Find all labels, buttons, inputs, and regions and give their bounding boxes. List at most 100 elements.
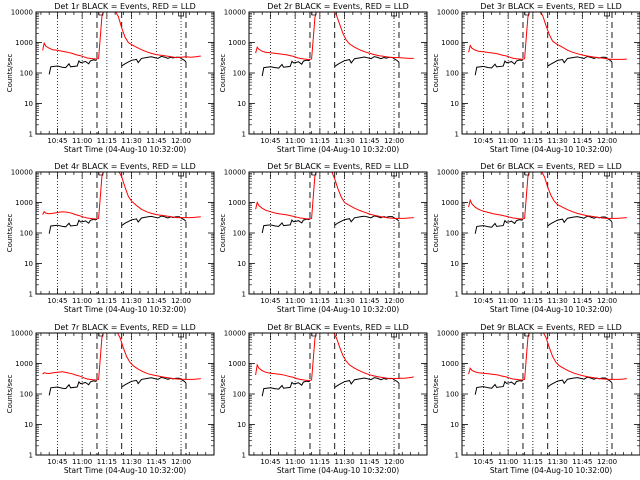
x-tick-label: 11:00 bbox=[72, 297, 92, 305]
series-line-events bbox=[261, 380, 311, 397]
x-axis-label: Start Time (04-Aug-10 10:32:00) bbox=[490, 305, 612, 314]
y-tick-label: 1 bbox=[242, 452, 246, 460]
y-tick-label: 1000 bbox=[15, 39, 33, 47]
x-tick-label: 12:00 bbox=[384, 458, 404, 466]
x-tick-label: 11:45 bbox=[359, 458, 379, 466]
series-line-events bbox=[180, 378, 187, 384]
y-tick-label: 1 bbox=[455, 452, 459, 460]
x-tick-label: 11:15 bbox=[523, 137, 543, 145]
x-tick-label: 10:45 bbox=[260, 137, 280, 145]
plot-area bbox=[255, 172, 414, 234]
x-tick-label: 11:00 bbox=[285, 137, 305, 145]
series-line-events bbox=[474, 59, 524, 76]
y-tick-label: 100 bbox=[20, 391, 33, 399]
x-tick-label: 11:30 bbox=[121, 297, 141, 305]
x-axis-label: Start Time (04-Aug-10 10:32:00) bbox=[490, 466, 612, 475]
detector-panel-2: Det 2r BLACK = Events, RED = LLD 1 10 100 10… bbox=[219, 2, 428, 154]
y-tick-label: 100 bbox=[233, 70, 246, 78]
detector-panel-1: Det 1r BLACK = Events, RED = LLD 1 10 100 10… bbox=[6, 2, 215, 154]
x-tick-label: 10:45 bbox=[47, 297, 67, 305]
x-tick-label: 11:15 bbox=[97, 458, 117, 466]
series-line-events bbox=[180, 57, 187, 63]
y-tick-label: 10 bbox=[24, 421, 33, 429]
series-line-events bbox=[121, 55, 182, 67]
x-tick-label: 12:00 bbox=[171, 458, 191, 466]
y-tick-label: 10000 bbox=[11, 330, 33, 338]
y-axis-label: Counts/sec bbox=[6, 375, 14, 414]
y-tick-label: 10000 bbox=[224, 9, 246, 17]
x-tick-label: 11:45 bbox=[359, 297, 379, 305]
y-axis-label: Counts/sec bbox=[432, 375, 440, 414]
y-tick-label: 10 bbox=[237, 421, 246, 429]
panel-title: Det 2r BLACK = Events, RED = LLD bbox=[267, 2, 409, 11]
plot-area bbox=[42, 333, 201, 396]
y-tick-label: 1 bbox=[29, 131, 33, 139]
x-tick-label: 11:15 bbox=[310, 137, 330, 145]
x-tick-label: 10:45 bbox=[47, 458, 67, 466]
plot-frame bbox=[35, 171, 215, 295]
x-tick-label: 12:00 bbox=[597, 297, 617, 305]
y-tick-label: 1 bbox=[455, 291, 459, 299]
series-line-events bbox=[48, 59, 98, 75]
y-tick-label: 10 bbox=[450, 100, 459, 108]
panel-title: Det 3r BLACK = Events, RED = LLD bbox=[480, 2, 622, 11]
y-axis-label: Counts/sec bbox=[432, 54, 440, 93]
x-axis-label: Start Time (04-Aug-10 10:32:00) bbox=[490, 145, 612, 154]
y-tick-label: 10 bbox=[237, 260, 246, 268]
y-tick-label: 100 bbox=[446, 230, 459, 238]
x-tick-label: 11:15 bbox=[523, 297, 543, 305]
y-tick-label: 1 bbox=[242, 131, 246, 139]
plot-frame bbox=[35, 11, 215, 135]
series-line-lld bbox=[468, 333, 627, 381]
series-line-lld bbox=[42, 333, 201, 381]
x-tick-label: 11:30 bbox=[334, 137, 354, 145]
x-tick-label: 11:15 bbox=[97, 137, 117, 145]
y-axis-label: Counts/sec bbox=[219, 54, 227, 93]
detector-panel-7: Det 7r BLACK = Events, RED = LLD 1 10 100 10… bbox=[6, 323, 215, 475]
x-tick-label: 11:00 bbox=[285, 458, 305, 466]
y-axis-label: Counts/sec bbox=[219, 375, 227, 414]
y-tick-label: 1000 bbox=[441, 360, 459, 368]
y-axis-label: Counts/sec bbox=[6, 214, 14, 253]
series-line-lld bbox=[42, 172, 201, 220]
series-line-lld bbox=[255, 172, 414, 220]
detector-panel-8: Det 8r BLACK = Events, RED = LLD 1 10 100 10… bbox=[219, 323, 428, 475]
y-axis-label: Counts/sec bbox=[219, 214, 227, 253]
y-tick-label: 1000 bbox=[441, 39, 459, 47]
series-line-events bbox=[261, 218, 311, 234]
x-tick-label: 11:15 bbox=[310, 458, 330, 466]
plot-area bbox=[468, 172, 627, 234]
x-tick-label: 12:00 bbox=[384, 137, 404, 145]
plot-area bbox=[42, 12, 201, 75]
series-line-events bbox=[48, 380, 98, 396]
y-tick-label: 10000 bbox=[224, 169, 246, 177]
panel-title: Det 5r BLACK = Events, RED = LLD bbox=[267, 162, 409, 171]
series-line-lld bbox=[468, 172, 627, 220]
x-tick-label: 11:30 bbox=[121, 137, 141, 145]
plot-area bbox=[468, 12, 627, 76]
series-line-lld bbox=[42, 12, 201, 60]
series-line-events bbox=[48, 218, 98, 234]
y-tick-label: 1 bbox=[29, 452, 33, 460]
y-tick-label: 100 bbox=[233, 391, 246, 399]
x-tick-label: 11:45 bbox=[146, 137, 166, 145]
y-tick-label: 1000 bbox=[15, 199, 33, 207]
plot-frame bbox=[461, 171, 640, 295]
y-tick-label: 100 bbox=[20, 70, 33, 78]
y-tick-label: 1000 bbox=[15, 360, 33, 368]
series-line-lld bbox=[468, 12, 627, 60]
y-axis-label: Counts/sec bbox=[6, 54, 14, 93]
x-tick-label: 11:00 bbox=[72, 137, 92, 145]
panel-title: Det 6r BLACK = Events, RED = LLD bbox=[480, 162, 622, 171]
panel-title: Det 8r BLACK = Events, RED = LLD bbox=[267, 323, 409, 332]
y-tick-label: 10000 bbox=[11, 169, 33, 177]
series-line-events bbox=[474, 380, 524, 395]
x-tick-label: 11:45 bbox=[572, 297, 592, 305]
panel-title: Det 1r BLACK = Events, RED = LLD bbox=[54, 2, 196, 11]
x-tick-label: 10:45 bbox=[260, 297, 280, 305]
y-tick-label: 1 bbox=[242, 291, 246, 299]
y-tick-label: 10000 bbox=[224, 330, 246, 338]
x-tick-label: 10:45 bbox=[473, 137, 493, 145]
panel-title: Det 9r BLACK = Events, RED = LLD bbox=[480, 323, 622, 332]
y-tick-label: 10 bbox=[450, 260, 459, 268]
